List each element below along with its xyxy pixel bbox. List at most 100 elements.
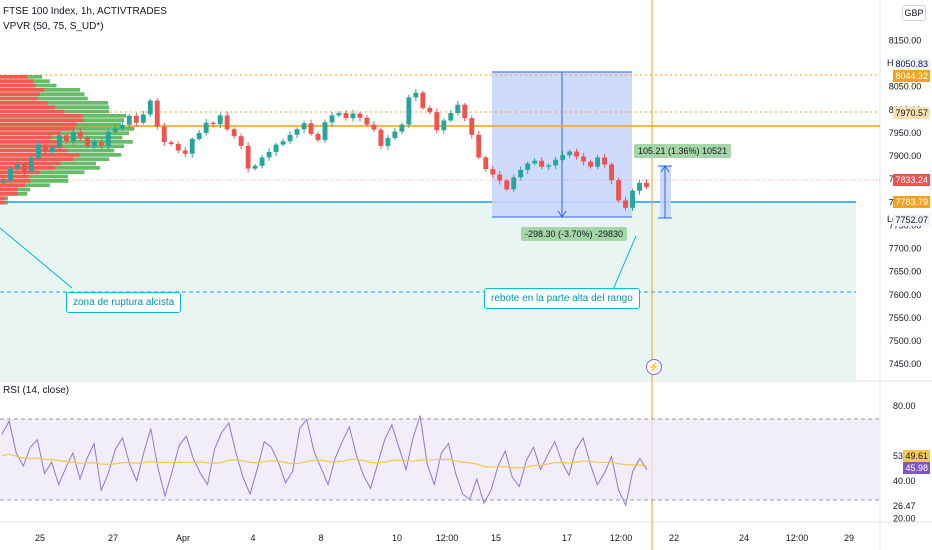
candle-body <box>133 115 139 123</box>
candle-body <box>22 163 27 172</box>
candle-body <box>91 141 97 147</box>
candle-body <box>378 129 384 146</box>
candle-body <box>455 104 461 114</box>
vpvr-bar-down <box>0 109 65 114</box>
vpvr-bar-down <box>0 170 40 175</box>
zone-callout[interactable]: zona de ruptura alcista <box>66 292 182 313</box>
vpvr-bar-down <box>0 122 77 127</box>
candle-body <box>483 157 489 170</box>
rebound-callout[interactable]: rebote en la parte alta del rango <box>484 288 640 309</box>
vpvr-bar-down <box>0 196 6 201</box>
candle-body <box>525 163 531 170</box>
candle-body <box>539 160 545 167</box>
vpvr-bar-down <box>0 140 59 144</box>
candle-body <box>616 180 621 201</box>
candle-body <box>301 123 307 130</box>
vpvr-bar-up <box>0 101 109 105</box>
vpvr-bar-down <box>0 200 6 205</box>
vpvr-bar-down <box>0 92 40 97</box>
candle-body <box>462 104 468 119</box>
candle-body <box>224 115 230 130</box>
candle-body <box>511 177 517 190</box>
candle-body <box>238 136 244 146</box>
zone-callout-pointer <box>0 227 73 289</box>
candle-body <box>385 138 391 146</box>
candle-body <box>77 132 83 138</box>
vpvr-indicator-label[interactable]: VPVR (50, 75, S_UD*) <box>3 21 104 32</box>
price-tick-label: 7500.00 <box>889 336 922 346</box>
vpvr-bar-up <box>0 92 85 97</box>
price-tick-label: 7600.00 <box>889 290 922 300</box>
lightning-icon[interactable]: ⚡ <box>646 359 662 375</box>
rebound-callout-pointer <box>611 235 637 293</box>
candle-body <box>287 134 293 142</box>
candle-body <box>35 144 41 158</box>
time-axis: 25 27 Apr 4 8 10 12:00 15 17 12:00 22 24 12:00 29 <box>35 533 854 543</box>
current-price-box: 7833.24 <box>893 174 930 186</box>
rsi-series-line <box>1 415 648 507</box>
vpvr-bar-down <box>0 105 55 110</box>
rsi-indicator-label[interactable]: RSI (14, close) <box>3 385 70 396</box>
vpvr-bar-down <box>0 127 75 131</box>
time-tick-label: 29 <box>844 533 854 543</box>
time-tick-label: 12:00 <box>786 533 809 543</box>
vpvr-bar-down <box>0 96 38 101</box>
vpvr-bar-down <box>0 166 55 170</box>
vpvr-bar-down <box>0 174 30 179</box>
time-tick-label: 15 <box>491 533 501 543</box>
candle-body <box>371 124 377 130</box>
vpvr-bar-down <box>0 75 28 79</box>
candle-body <box>161 126 167 143</box>
candle-body <box>294 129 300 135</box>
vpvr-bar-down <box>0 118 84 123</box>
candle-body <box>406 97 412 125</box>
time-tick-label: 25 <box>35 533 45 543</box>
price-tick-label: 7950.00 <box>889 128 922 138</box>
candle-body <box>476 134 482 158</box>
candle-body <box>546 165 552 167</box>
candle-body <box>595 157 601 167</box>
candle-body <box>497 174 503 181</box>
time-tick-label: 12:00 <box>610 533 633 543</box>
candle-body <box>231 129 237 137</box>
price-tick-label: 7900.00 <box>889 151 922 161</box>
high-value-box: 8050.83 <box>893 58 930 70</box>
time-tick-label: 24 <box>739 533 749 543</box>
candle-body <box>441 120 447 131</box>
vpvr-bar-down <box>0 157 74 162</box>
candle-body <box>644 182 649 188</box>
rsi-ma-box: 49.61 <box>903 450 930 462</box>
measure-up-arrow-head <box>660 165 670 173</box>
price-box-7783: 7783.79 <box>893 196 930 208</box>
vpvr-bar-up <box>0 179 69 183</box>
candle-body <box>273 144 279 152</box>
candle-body <box>15 163 20 170</box>
price-tick-label: 8050.00 <box>889 82 922 92</box>
vpvr-bar-down <box>0 131 61 136</box>
candle-body <box>574 151 580 157</box>
vpvr-bar-down <box>0 187 18 192</box>
breakout-zone <box>0 202 856 380</box>
rsi-lines <box>1 415 648 507</box>
candle-body <box>588 161 594 167</box>
candle-body <box>581 156 587 162</box>
symbol-title[interactable]: FTSE 100 Index, 1h, ACTIVTRADES <box>3 6 167 17</box>
candle-body <box>70 132 76 142</box>
candle-body <box>252 165 258 169</box>
candle-body <box>105 131 111 146</box>
candle-body <box>84 137 90 147</box>
time-tick-label: 8 <box>318 533 323 543</box>
candle-body <box>630 190 635 208</box>
measure-arrow-head <box>557 210 567 218</box>
candle-body <box>42 144 48 152</box>
candle-body <box>553 159 559 166</box>
candle-body <box>196 132 202 139</box>
time-tick-label: 10 <box>392 533 402 543</box>
candle-body <box>427 107 433 113</box>
candle-body <box>49 147 55 152</box>
candle-body <box>350 113 356 119</box>
candle-body <box>140 114 146 123</box>
candle-body <box>469 118 475 135</box>
currency-button[interactable]: GBP <box>902 5 926 21</box>
vpvr-bar-down <box>0 79 34 84</box>
